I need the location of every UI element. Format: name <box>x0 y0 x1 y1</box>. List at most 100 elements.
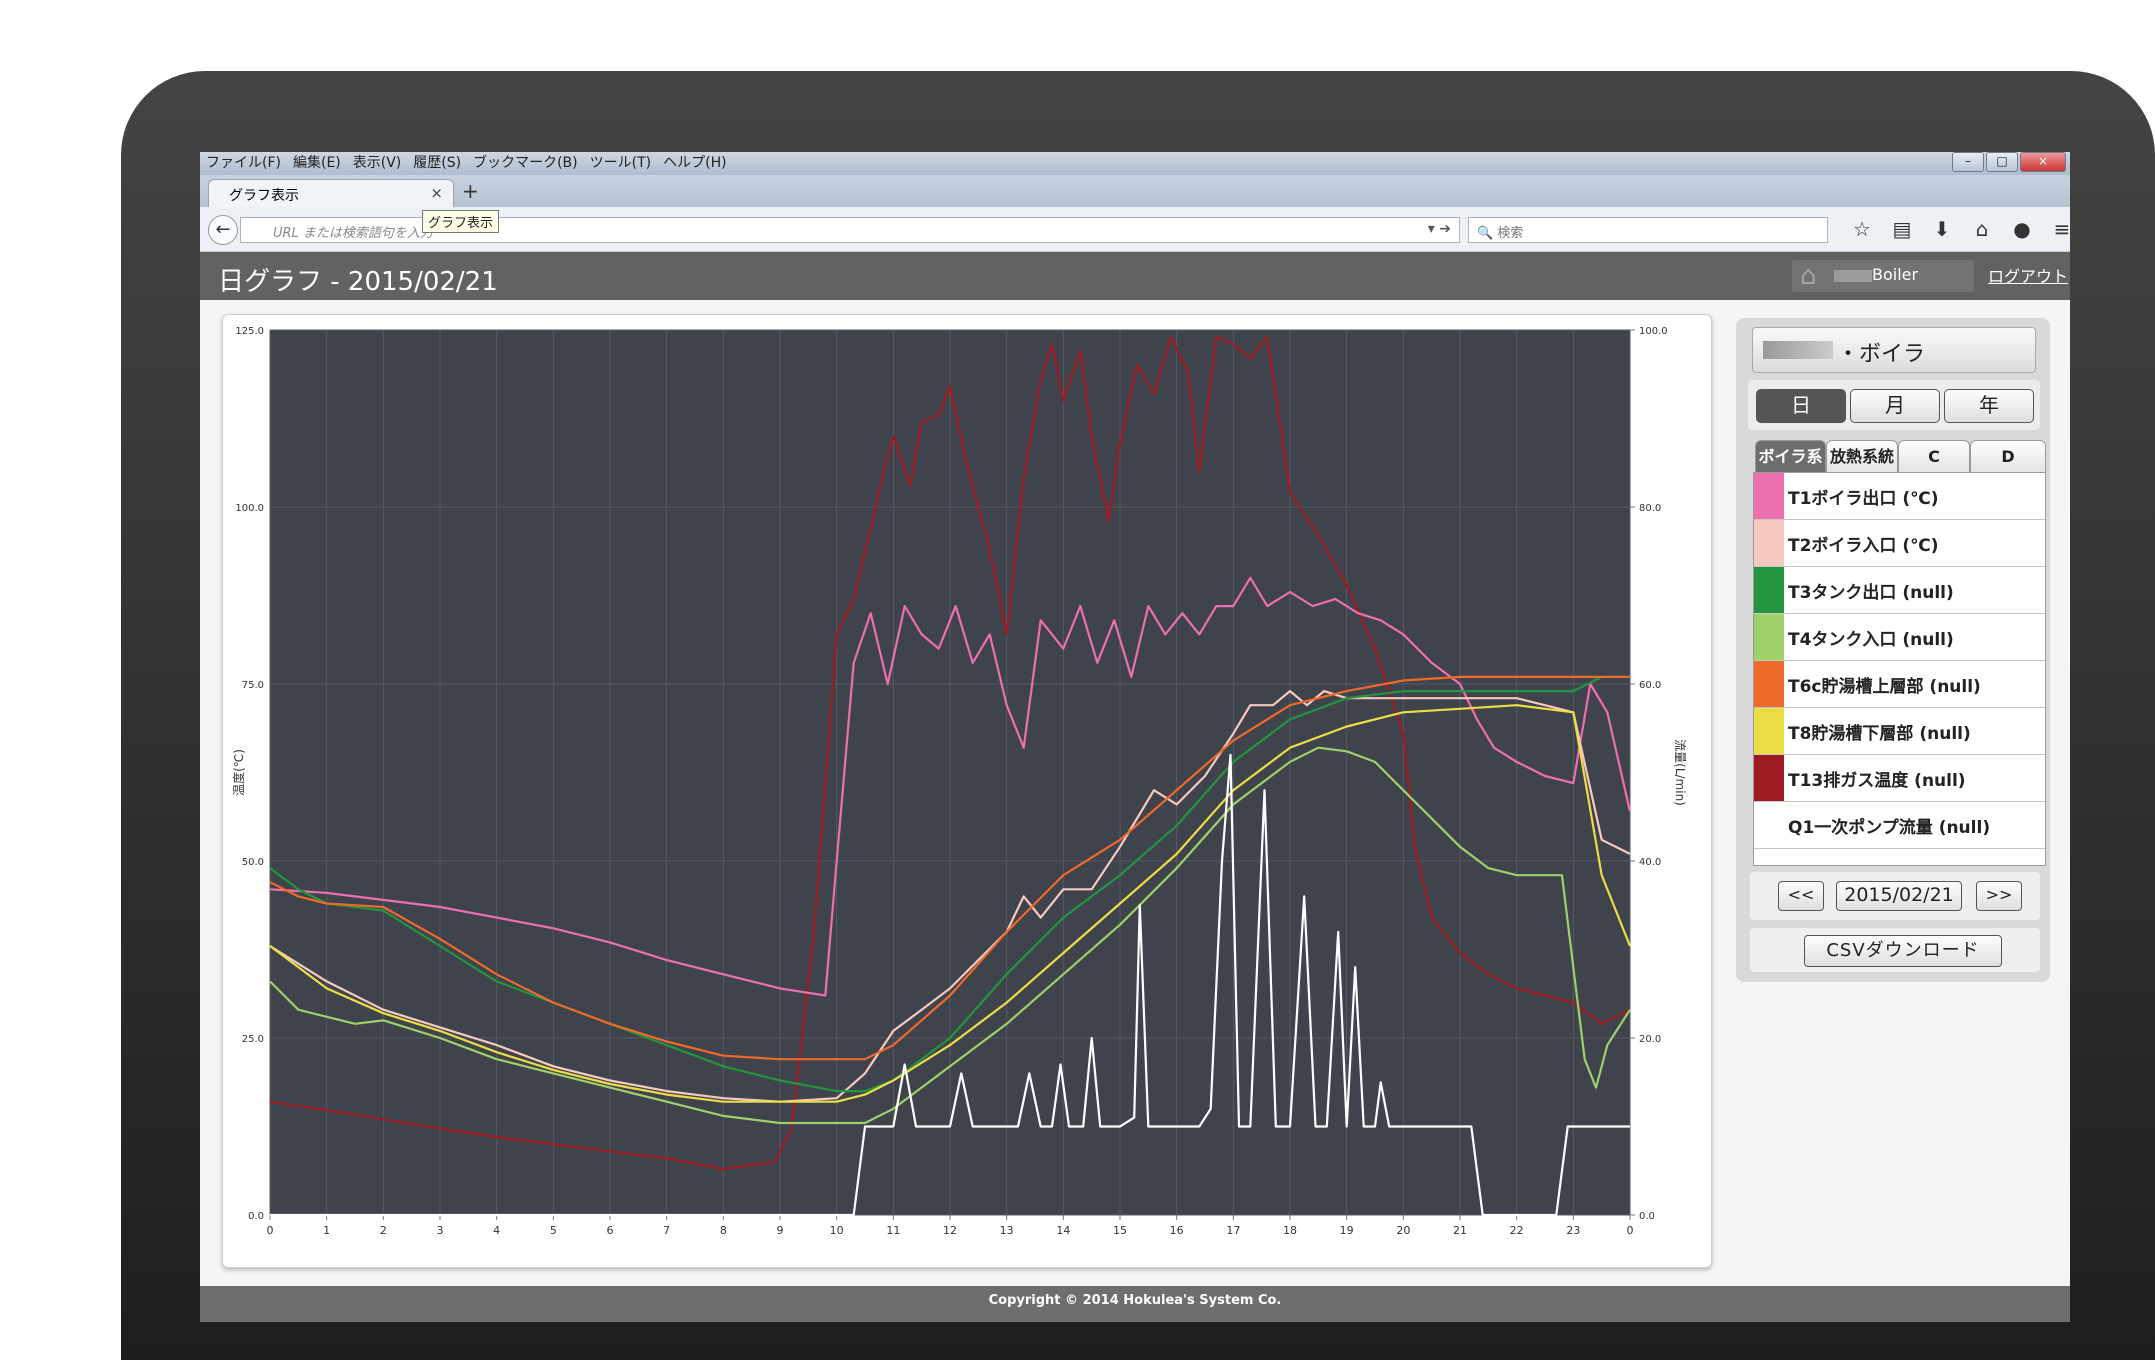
x-tick-label: 10 <box>830 1224 844 1237</box>
x-tick-label: 12 <box>943 1224 957 1237</box>
boiler-header: ・ボイラ <box>1752 327 2036 373</box>
y2-tick-label: 60.0 <box>1639 680 1661 691</box>
redacted-boiler-name <box>1763 341 1833 359</box>
period-year-button[interactable]: 年 <box>1944 389 2034 423</box>
menu-edit[interactable]: 編集(E) <box>292 155 341 171</box>
legend-item-t8[interactable]: T8貯湯槽下層部 (null) <box>1754 708 2045 755</box>
y-tick-label: 0.0 <box>248 1211 264 1222</box>
app-header: 日グラフ - 2015/02/21 ⌂ Boiler ログアウト <box>200 252 2070 300</box>
x-tick-label: 19 <box>1340 1224 1354 1237</box>
series-line <box>269 704 1632 1103</box>
side-panel: ・ボイラ 日 月 年 ボイラ系 放熱系統 C D T1ボイラ出口 (℃) T2ボ… <box>1736 318 2050 982</box>
series-line <box>269 675 1630 1093</box>
legend-label: Q1一次ポンプ流量 (null) <box>1788 818 1991 838</box>
x-tick-label: 16 <box>1170 1224 1184 1237</box>
x-tick-label: 18 <box>1283 1224 1297 1237</box>
y-tick-label: 100.0 <box>235 503 264 514</box>
csv-download-button[interactable]: CSVダウンロード <box>1804 935 2002 967</box>
y-tick-label: 75.0 <box>242 680 264 691</box>
tab-boiler[interactable]: ボイラ系 <box>1755 440 1826 473</box>
tab-tooltip: グラフ表示 <box>422 210 500 233</box>
bookmark-star-icon[interactable]: ☆ <box>1853 217 1871 241</box>
maximize-button[interactable]: □ <box>1986 152 2018 172</box>
series-legend: T1ボイラ出口 (℃) T2ボイラ入口 (℃) T3タンク出口 (null) T… <box>1753 472 2046 866</box>
x-tick-label: 9 <box>777 1224 784 1237</box>
chart-panel: 0 1 2 3 4 5 6 7 8 9 10 11 12 13 14 15 16 17 18 19 20 21 22 23 0 0… <box>222 314 1712 1268</box>
legend-item-t2[interactable]: T2ボイラ入口 (℃) <box>1754 520 2045 567</box>
legend-swatch <box>1754 708 1784 754</box>
legend-swatch <box>1754 802 1784 848</box>
y2-tick-label: 20.0 <box>1639 1034 1661 1045</box>
x-tick-label: 2 <box>380 1224 387 1237</box>
close-window-button[interactable]: × <box>2020 152 2066 172</box>
search-bar[interactable]: 🔍 検索 <box>1468 217 1828 243</box>
temperature-chart: 0 1 2 3 4 5 6 7 8 9 10 11 12 13 14 15 16 17 18 19 20 21 22 23 00… <box>231 326 1687 1237</box>
legend-item-t13[interactable]: T13排ガス温度 (null) <box>1754 755 2045 802</box>
x-tick-label: 11 <box>886 1224 900 1237</box>
period-day-button[interactable]: 日 <box>1756 389 1846 423</box>
date-picker[interactable]: 2015/02/21 <box>1836 881 1962 911</box>
search-placeholder: 🔍 検索 <box>1477 226 1524 241</box>
x-tick-label: 22 <box>1510 1224 1524 1237</box>
menu-tools[interactable]: ツール(T) <box>589 155 652 171</box>
next-day-button[interactable]: >> <box>1976 881 2022 911</box>
chat-icon[interactable]: ● <box>2013 217 2031 241</box>
x-tick-label: 21 <box>1453 1224 1467 1237</box>
menu-view[interactable]: 表示(V) <box>352 155 402 171</box>
minimize-button[interactable]: – <box>1952 152 1984 172</box>
menu-bar: ファイル(F) 編集(E) 表示(V) 履歴(S) ブックマーク(B) ツール(T) ヘルプ… <box>200 152 2070 175</box>
legend-item-t6c[interactable]: T6c貯湯槽上層部 (null) <box>1754 661 2045 708</box>
legend-label: T6c貯湯槽上層部 (null) <box>1788 677 1981 697</box>
tab-d[interactable]: D <box>1970 440 2046 473</box>
legend-swatch <box>1754 567 1784 613</box>
house-icon[interactable]: ⌂ <box>1800 261 1817 291</box>
download-icon[interactable]: ⬇ <box>1933 217 1951 241</box>
menu-history[interactable]: 履歴(S) <box>413 155 462 171</box>
legend-item-t3[interactable]: T3タンク出口 (null) <box>1754 567 2045 614</box>
legend-swatch <box>1754 614 1784 660</box>
hamburger-menu-icon[interactable]: ≡ <box>2053 217 2070 241</box>
menu-file[interactable]: ファイル(F) <box>206 155 281 171</box>
home-user-box[interactable]: ⌂ Boiler <box>1792 260 1974 292</box>
menu-bookmarks[interactable]: ブックマーク(B) <box>473 155 578 171</box>
series-line <box>269 576 1632 997</box>
tab-close-icon[interactable]: × <box>430 184 443 202</box>
series-line <box>269 675 1630 1061</box>
tab-strip: グラフ表示 × + <box>200 175 2070 208</box>
redacted-name <box>1834 270 1872 282</box>
logout-link[interactable]: ログアウト <box>1988 267 2069 286</box>
legend-label: T4タンク入口 (null) <box>1788 630 1954 650</box>
legend-item-t1[interactable]: T1ボイラ出口 (℃) <box>1754 473 2045 520</box>
page-title: 日グラフ - 2015/02/21 <box>218 267 498 297</box>
y2-axis-title: 流量(L/min) <box>1673 739 1687 806</box>
tab-radiator[interactable]: 放熱系統 <box>1826 440 1898 473</box>
series-line <box>269 690 1631 1103</box>
legend-label: T13排ガス温度 (null) <box>1788 771 1966 791</box>
legend-swatch <box>1754 661 1784 707</box>
go-arrow-icon[interactable]: ▾ ➔ <box>1427 221 1451 237</box>
tab-c[interactable]: C <box>1898 440 1970 473</box>
browser-tab[interactable]: グラフ表示 × <box>208 179 454 208</box>
y2-tick-label: 80.0 <box>1639 503 1661 514</box>
y-tick-label: 25.0 <box>242 1034 264 1045</box>
browser-window: ファイル(F) 編集(E) 表示(V) 履歴(S) ブックマーク(B) ツール(T) ヘルプ… <box>200 152 2070 1322</box>
back-button[interactable]: ← <box>208 215 238 245</box>
user-name: Boiler <box>1872 265 1919 284</box>
menu-help[interactable]: ヘルプ(H) <box>663 155 727 171</box>
prev-day-button[interactable]: << <box>1778 881 1824 911</box>
reading-list-icon[interactable]: ▤ <box>1892 217 1912 241</box>
csv-area: CSVダウンロード <box>1750 928 2040 972</box>
legend-item-t4[interactable]: T4タンク入口 (null) <box>1754 614 2045 661</box>
legend-item-q1[interactable]: Q1一次ポンプ流量 (null) <box>1754 802 2045 849</box>
x-tick-label: 0 <box>1627 1224 1634 1237</box>
search-placeholder-text: 検索 <box>1497 226 1524 241</box>
legend-label: T1ボイラ出口 (℃) <box>1788 489 1939 509</box>
y2-tick-label: 0.0 <box>1639 1211 1655 1222</box>
new-tab-button[interactable]: + <box>462 179 479 203</box>
y-tick-label: 50.0 <box>242 857 264 868</box>
period-month-button[interactable]: 月 <box>1850 389 1940 423</box>
x-tick-label: 15 <box>1113 1224 1127 1237</box>
x-tick-label: 17 <box>1226 1224 1240 1237</box>
home-icon[interactable]: ⌂ <box>1975 217 1989 241</box>
x-tick-label: 4 <box>493 1224 500 1237</box>
